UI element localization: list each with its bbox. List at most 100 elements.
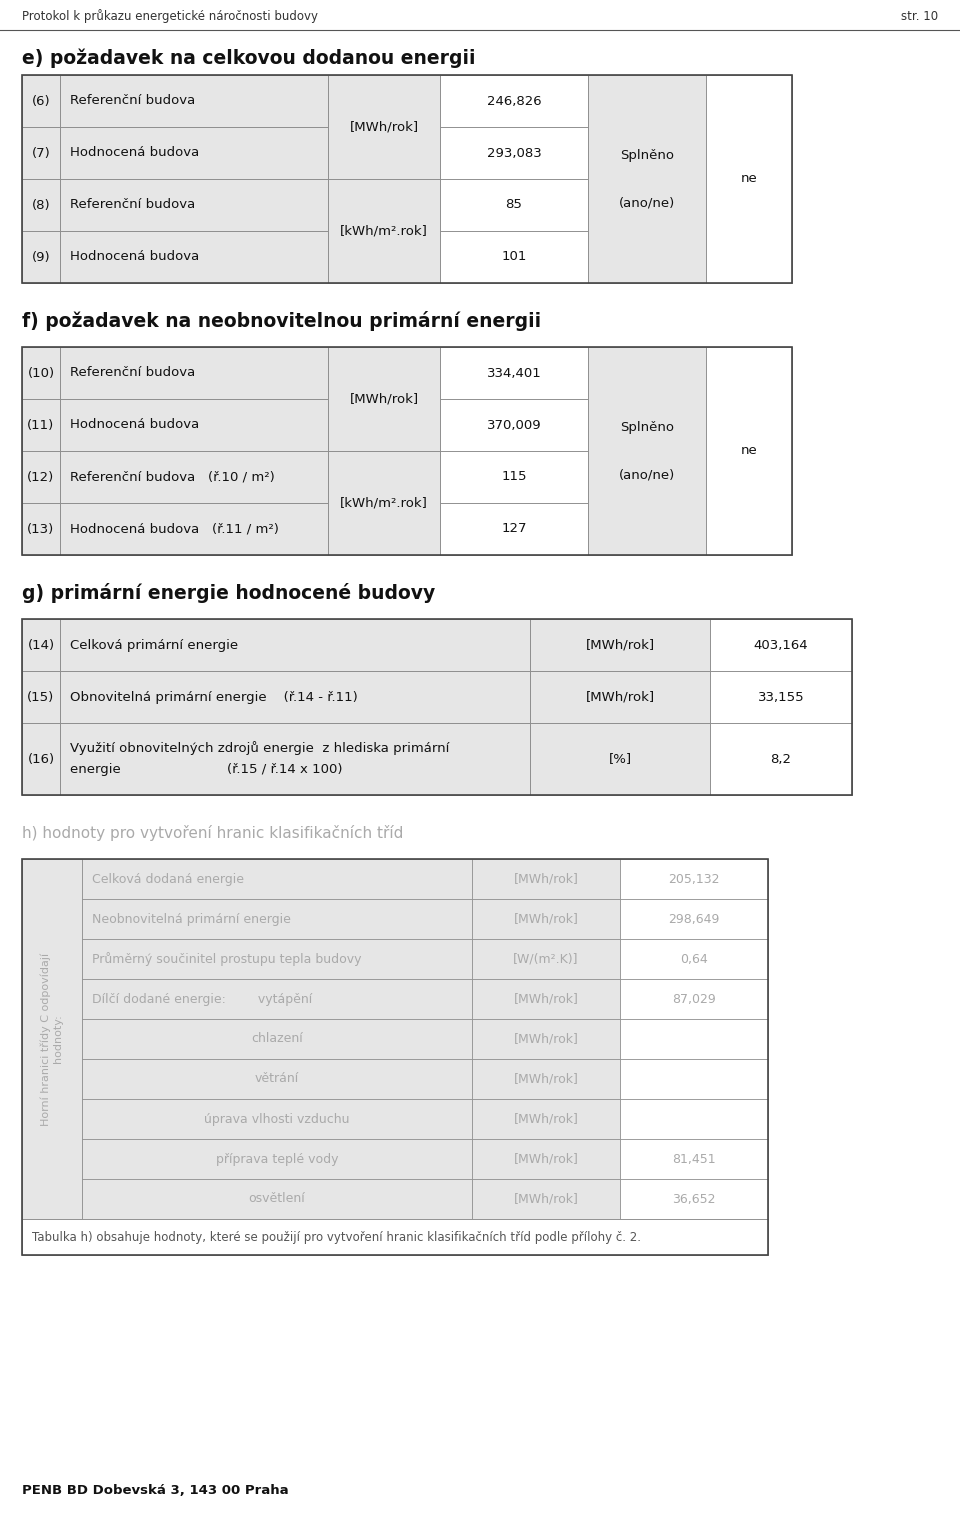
Bar	[710, 671, 852, 723]
Bar	[530, 619, 710, 671]
Bar	[82, 1138, 472, 1180]
Text: f) požadavek na neobnovitelnou primární energii: f) požadavek na neobnovitelnou primární …	[22, 310, 541, 330]
Bar	[82, 1020, 472, 1059]
Bar	[472, 1020, 620, 1059]
Text: (ano/ne): (ano/ne)	[619, 196, 675, 210]
Bar	[82, 858, 472, 900]
Bar	[82, 900, 472, 939]
Bar	[620, 858, 768, 900]
Bar	[530, 723, 710, 794]
Text: (7): (7)	[32, 146, 50, 160]
Bar	[440, 126, 588, 180]
Text: Splněno: Splněno	[620, 420, 674, 434]
Bar	[620, 1059, 768, 1099]
Text: chlazení: chlazení	[252, 1032, 302, 1046]
Bar	[60, 502, 328, 556]
Bar	[472, 979, 620, 1020]
Text: 205,132: 205,132	[668, 872, 720, 886]
Bar	[620, 979, 768, 1020]
Text: g) primární energie hodnocené budovy: g) primární energie hodnocené budovy	[22, 583, 435, 603]
Text: větrání: větrání	[254, 1073, 300, 1085]
Bar	[440, 399, 588, 451]
Text: 293,083: 293,083	[487, 146, 541, 160]
Bar	[472, 939, 620, 979]
Bar	[440, 231, 588, 283]
Text: (12): (12)	[28, 470, 55, 484]
Bar	[22, 347, 60, 399]
Text: Dílčí dodané energie:        vytápění: Dílčí dodané energie: vytápění	[92, 992, 312, 1006]
Bar	[328, 451, 440, 556]
Text: úprava vlhosti vzduchu: úprava vlhosti vzduchu	[204, 1113, 349, 1125]
Text: Neobnovitelná primární energie: Neobnovitelná primární energie	[92, 913, 291, 925]
Text: 81,451: 81,451	[672, 1152, 716, 1166]
Text: 115: 115	[501, 470, 527, 484]
Text: 85: 85	[506, 198, 522, 212]
Text: (10): (10)	[28, 367, 55, 379]
Text: 298,649: 298,649	[668, 913, 720, 925]
Text: str. 10: str. 10	[900, 9, 938, 23]
Text: 101: 101	[501, 251, 527, 263]
Bar	[22, 451, 60, 502]
Bar	[60, 671, 530, 723]
Bar	[22, 723, 60, 794]
Text: 0,64: 0,64	[680, 953, 708, 965]
Bar	[472, 1099, 620, 1138]
Bar	[22, 619, 852, 794]
Text: [MWh/rok]: [MWh/rok]	[586, 639, 655, 651]
Bar	[60, 399, 328, 451]
Text: 246,826: 246,826	[487, 94, 541, 108]
Bar	[472, 1138, 620, 1180]
Bar	[328, 180, 440, 283]
Text: Hodnocená budova: Hodnocená budova	[70, 146, 200, 160]
Bar	[82, 1099, 472, 1138]
Text: 87,029: 87,029	[672, 992, 716, 1006]
Bar	[60, 75, 328, 126]
Bar	[588, 347, 706, 556]
Text: Protokol k průkazu energetické náročnosti budovy: Protokol k průkazu energetické náročnost…	[22, 9, 318, 23]
Bar	[22, 502, 60, 556]
Text: Referenční budova: Referenční budova	[70, 94, 195, 108]
Bar	[472, 1059, 620, 1099]
Text: Průměrný součinitel prostupu tepla budovy: Průměrný součinitel prostupu tepla budov…	[92, 953, 362, 966]
Bar	[620, 939, 768, 979]
Text: Tabulka h) obsahuje hodnoty, které se použijí pro vytvoření hranic klasifikačníc: Tabulka h) obsahuje hodnoty, které se po…	[32, 1230, 641, 1243]
Bar	[22, 1219, 768, 1256]
Text: Referenční budova   (ř.10 / m²): Referenční budova (ř.10 / m²)	[70, 470, 275, 484]
Text: [MWh/rok]: [MWh/rok]	[514, 913, 579, 925]
Bar	[60, 126, 328, 180]
Bar	[620, 1138, 768, 1180]
Bar	[82, 1180, 472, 1219]
Text: Hodnocená budova: Hodnocená budova	[70, 419, 200, 432]
Bar	[22, 619, 60, 671]
Bar	[22, 231, 60, 283]
Bar	[22, 671, 60, 723]
Text: (9): (9)	[32, 251, 50, 263]
Text: (11): (11)	[28, 419, 55, 432]
Text: (16): (16)	[28, 752, 55, 766]
Text: Obnovitelná primární energie    (ř.14 - ř.11): Obnovitelná primární energie (ř.14 - ř.1…	[70, 691, 358, 703]
Text: (8): (8)	[32, 198, 50, 212]
Bar	[328, 75, 440, 180]
Bar	[530, 671, 710, 723]
Bar	[60, 619, 530, 671]
Bar	[60, 231, 328, 283]
Text: h) hodnoty pro vytvoření hranic klasifikačních tříd: h) hodnoty pro vytvoření hranic klasifik…	[22, 825, 403, 842]
Text: Využití obnovitelných zdrojů energie  z hlediska primární: Využití obnovitelných zdrojů energie z h…	[70, 741, 449, 755]
Bar	[22, 858, 82, 1219]
Bar	[588, 75, 706, 283]
Bar	[620, 1020, 768, 1059]
Text: (15): (15)	[28, 691, 55, 703]
Bar	[620, 900, 768, 939]
Bar	[706, 347, 792, 556]
Bar	[60, 451, 328, 502]
Text: [MWh/rok]: [MWh/rok]	[514, 1152, 579, 1166]
Text: ne: ne	[740, 172, 757, 186]
Bar	[22, 180, 60, 231]
Bar	[620, 1099, 768, 1138]
Text: Celková primární energie: Celková primární energie	[70, 639, 238, 651]
Text: (ano/ne): (ano/ne)	[619, 469, 675, 481]
Text: 33,155: 33,155	[757, 691, 804, 703]
Bar	[22, 75, 792, 283]
Text: Splněno: Splněno	[620, 149, 674, 161]
Text: [MWh/rok]: [MWh/rok]	[349, 120, 419, 134]
